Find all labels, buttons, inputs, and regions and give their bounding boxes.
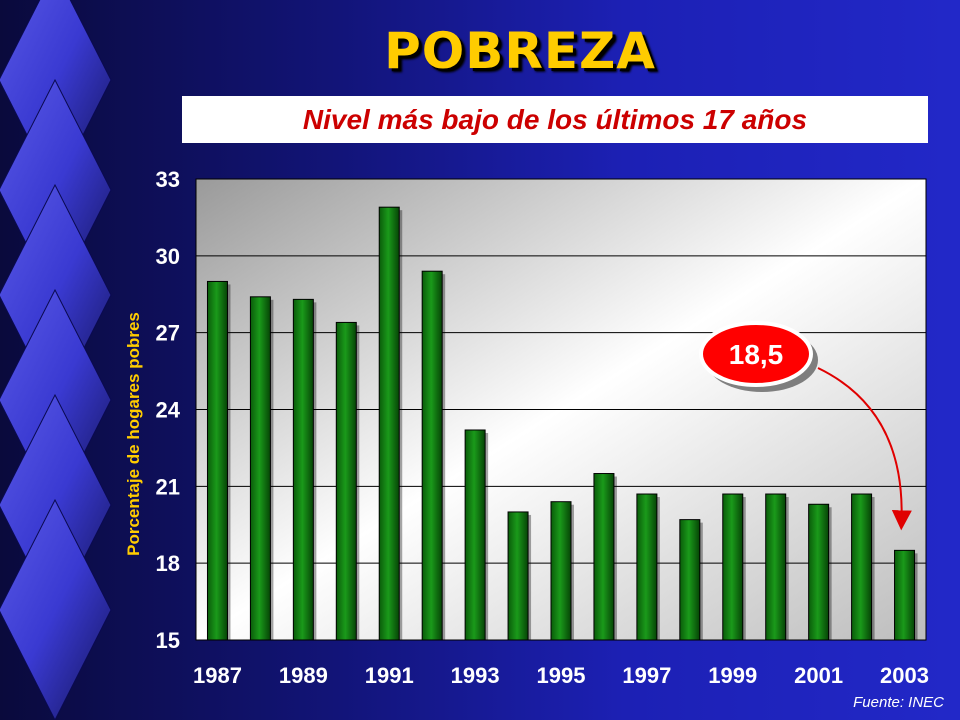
subtitle-box: Nivel más bajo de los últimos 17 años [182, 96, 928, 143]
callout-value: 18,5 [729, 339, 784, 370]
y-tick-label: 18 [156, 551, 180, 576]
y-axis-label: Porcentaje de hogares pobres [124, 312, 143, 556]
bar-1995 [550, 501, 572, 641]
x-tick-label: 2003 [880, 663, 929, 688]
subtitle: Nivel más bajo de los últimos 17 años [302, 103, 808, 135]
source-note: Fuente: INEC [853, 694, 944, 711]
bar-1998 [679, 519, 701, 641]
bar-1990 [335, 321, 357, 641]
diamond-shape [0, 498, 112, 720]
bar-1994 [507, 511, 529, 641]
x-tick-label: 1995 [537, 663, 586, 688]
bar-1999 [722, 493, 744, 641]
callout-bubble [699, 321, 813, 387]
callout-arrow [817, 367, 912, 531]
x-tick-label: 1989 [279, 663, 328, 688]
bar-1997 [636, 493, 658, 641]
bar-2000 [765, 493, 787, 641]
bar-1996 [593, 473, 615, 641]
bar-1989 [292, 298, 314, 641]
bar-1988 [249, 296, 271, 641]
bar-1992 [421, 270, 443, 641]
x-tick-label: 1993 [451, 663, 500, 688]
bar-1991 [378, 206, 400, 641]
x-tick-label: 1987 [193, 663, 242, 688]
y-tick-label: 27 [156, 321, 180, 346]
y-tick-label: 15 [156, 628, 180, 653]
x-tick-label: 1991 [365, 663, 414, 688]
y-tick-label: 33 [156, 167, 180, 192]
bar-1987 [206, 280, 228, 641]
y-tick-label: 24 [156, 398, 181, 423]
background-diamonds [0, 0, 112, 720]
x-tick-label: 1997 [622, 663, 671, 688]
y-tick-label: 21 [156, 474, 180, 499]
bar-2002 [851, 493, 873, 641]
x-tick-label: 1999 [708, 663, 757, 688]
bar-1993 [464, 429, 486, 641]
bar-2001 [808, 503, 830, 641]
slide-title: POBREZA [384, 22, 656, 80]
bar-2003 [894, 549, 916, 641]
y-tick-label: 30 [156, 244, 180, 269]
x-tick-label: 2001 [794, 663, 843, 688]
